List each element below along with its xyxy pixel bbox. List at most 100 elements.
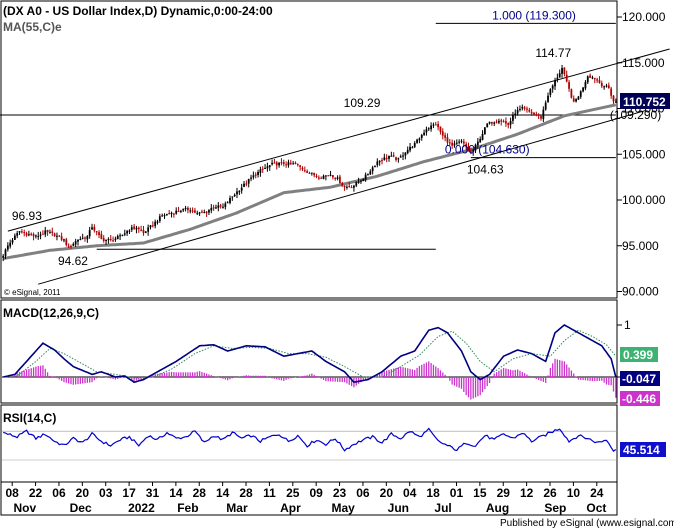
candle-body [451,142,454,146]
candle-body [591,77,594,79]
candle-body [402,155,404,157]
candle-body [584,82,587,89]
candle-body [100,234,103,239]
candle-body [231,196,234,198]
candle-body [324,175,327,177]
last-price-badge [620,93,670,109]
x-day-label: 11 [263,486,276,500]
candle-body [392,155,395,157]
candle-body [558,73,561,78]
candle-body [39,234,42,236]
candle-body [123,233,126,235]
candle-body [437,124,440,128]
candle-body [105,239,107,241]
candle-body [327,175,330,177]
candle-body [357,181,360,183]
x-month-label: Aug [486,501,509,515]
x-day-label: 06 [52,486,66,500]
candle-body [490,121,493,124]
candle-body [130,227,133,230]
candle-body [140,229,143,231]
candle-body [502,121,505,123]
candle-body [271,162,273,165]
candle-body [259,169,262,173]
candle-body [542,109,545,119]
candle-body [385,158,388,160]
trend-line [7,48,670,232]
candle-body [273,162,276,164]
candle-body [460,140,463,142]
candle-body [495,121,498,123]
candle-body [194,210,196,213]
candle-body [98,232,100,236]
price-annotation: 96.93 [12,209,42,223]
candle-body [205,211,208,214]
price-tick-label: 105.000 [622,147,666,161]
macd-tick-label: 1 [624,318,631,332]
candle-body [229,197,231,203]
candle-body [378,160,381,163]
candle-body [63,239,65,241]
candle-body [430,125,432,130]
x-month-label: May [332,501,356,515]
candle-body [313,172,316,176]
candle-body [554,80,556,87]
candle-body [486,123,489,128]
candle-body [245,183,248,185]
candle-body [161,215,164,217]
macd-title: MACD(12,26,9,C) [3,306,99,320]
candle-body [315,176,318,178]
candle-body [467,146,470,151]
candle-body [458,141,461,143]
candle-body [91,227,93,230]
candle-body [289,162,292,164]
candle-body [18,231,21,233]
candle-body [102,238,105,241]
candle-body [240,187,243,191]
x-axis-panel [0,481,618,516]
x-day-label: 04 [403,486,417,500]
histogram-value: -0.446 [622,392,656,406]
candle-body [182,208,185,211]
candle-body [109,239,112,241]
candle-body [418,138,421,141]
candle-body [406,149,409,154]
candle-body [362,179,365,181]
x-day-label: 26 [543,486,557,500]
price-tick-label: 115.000 [622,56,665,70]
candle-body [226,202,229,204]
x-day-label: 25 [286,486,300,500]
candle-body [142,229,145,233]
candle-body [434,124,437,126]
candle-body [413,143,416,147]
x-day-label: 12 [520,486,534,500]
candle-body [296,164,299,166]
candle-body [388,155,390,159]
candle-body [175,210,178,214]
candle-body [268,165,271,168]
last-price-value: 110.752 [623,95,666,109]
candle-body [74,241,77,245]
candle-body [439,126,442,132]
candle-body [409,146,411,151]
candle-body [266,166,269,169]
x-month-label: Mar [226,501,248,515]
signal-value: -0.047 [622,372,656,386]
candle-body [444,135,447,138]
x-day-label: 23 [333,486,347,500]
candle-body [360,180,362,182]
candle-body [367,173,369,175]
candle-body [42,233,44,235]
candle-body [107,239,110,241]
price-annotation: 104.63 [467,163,504,177]
candle-body [565,74,568,82]
candle-body [86,236,89,240]
candle-body [212,207,215,209]
candle-body [172,213,175,215]
candle-body [119,235,121,237]
candle-body [322,175,325,179]
candle-body [179,210,182,212]
candle-body [37,235,40,237]
candle-body [261,168,264,170]
candle-body [25,233,28,236]
